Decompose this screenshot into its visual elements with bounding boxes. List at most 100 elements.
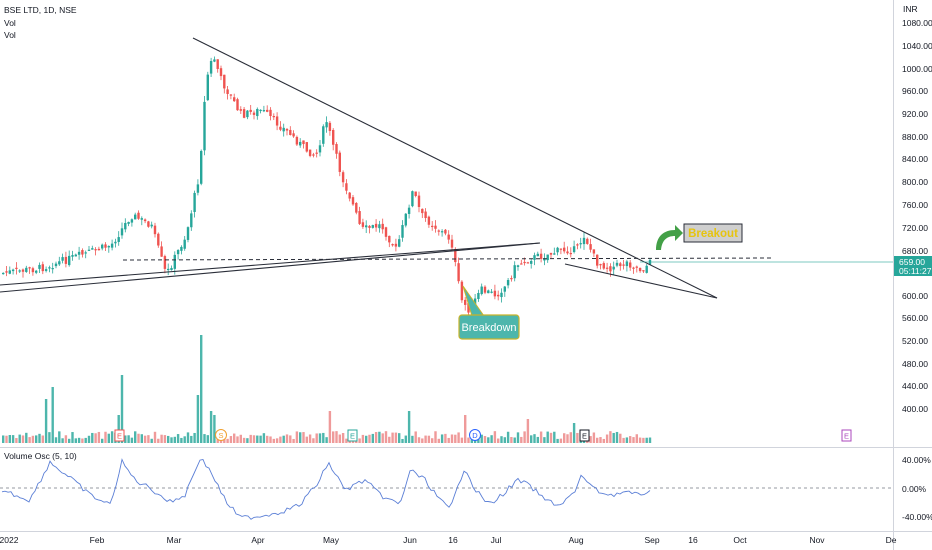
volume-bar [632,437,635,443]
volume-bar [68,438,71,443]
volume-bar [124,435,127,443]
candle-body [223,74,226,89]
volume-bar [602,438,605,443]
candle-body [262,110,266,112]
candle-body [635,266,638,268]
volume-bar [457,432,460,443]
time-tick-label: Jun [403,535,417,545]
volume-bar [51,387,54,443]
candle-body [645,265,648,273]
candle-body [454,249,457,263]
candle-body [467,303,470,313]
candle-body [391,244,394,246]
volume-bar [358,438,361,443]
volume-bar [381,433,384,443]
price-tick-label: 440.00 [902,381,928,391]
candle-body [401,225,404,238]
volume-bar [526,419,530,443]
volume-bar [559,438,563,443]
candle-body [490,291,493,293]
volume-bar [25,432,28,443]
candle-body [457,263,460,282]
candle-body [440,231,444,233]
candle-body [8,270,11,274]
dividend-event-marker[interactable]: D [469,429,481,441]
candle-body [157,233,160,246]
candle-body [358,211,361,224]
time-tick-label: Jul [491,535,502,545]
candle-body [308,149,312,156]
volume-bar [143,435,147,443]
volume-bar [460,437,464,443]
candle-body [120,228,124,236]
volume-bar [193,432,196,443]
candle-body [140,218,143,220]
candle-body [642,270,645,272]
volume-bar [196,395,200,443]
candle-body [460,281,464,301]
candle-body [150,224,153,227]
earnings-event-marker[interactable]: E [347,429,358,442]
candle-body [160,246,163,257]
volume-bar [21,435,25,443]
volume-bar [648,437,652,443]
volume-bar [84,437,87,443]
candle-body [256,108,259,117]
price-tick-label: 720.00 [902,223,928,233]
candle-body [374,223,378,228]
candle-body [559,248,563,250]
candle-body [249,109,252,112]
descending-trendline [192,37,718,299]
candle-body [31,268,35,273]
osc-tick-label: 40.00% [902,455,931,465]
volume-bar [599,437,602,443]
drawings [0,37,893,299]
volume-bar [104,431,107,443]
volume-bar [516,432,520,443]
volume-bar [246,438,249,443]
candle-body [68,255,71,266]
candle-body [117,237,120,242]
volume-bar [2,435,5,443]
candle-body [483,286,487,293]
candle-body [632,267,635,269]
earnings-event-marker[interactable]: E [114,429,125,442]
candle-body [473,298,477,305]
volume-bar [440,434,444,443]
candle-body [147,221,150,227]
price-tick-label: 480.00 [902,359,928,369]
earnings-event-marker[interactable]: E [841,429,852,442]
volume-bar [183,436,186,443]
volume-bar [497,438,500,443]
candle-body [477,292,480,299]
split-event-marker[interactable]: S [215,429,227,441]
volume-bar [252,435,256,443]
candle-body [196,184,200,193]
volume-bar [391,432,394,443]
volume-bar [365,435,368,443]
volume-bar [272,438,275,443]
volume-bar [233,433,236,443]
candle-body [566,251,569,254]
time-tick-label: De [886,535,897,545]
candle-body [516,265,520,267]
volume-bar [134,431,137,443]
candle-body [599,264,602,266]
volume-bar [450,434,454,443]
candle-body [107,246,110,248]
candle-body [163,256,167,269]
candle-body [186,227,190,240]
candle-body [497,294,500,297]
candle-body [351,197,355,205]
candle-body [576,244,579,246]
volume-bar [81,438,84,443]
volume-bar [282,435,285,443]
candle-body [434,225,437,229]
volume-bar [612,432,615,443]
volume-bar [328,411,332,443]
volume-bar [28,437,31,443]
volume-bar [200,335,203,443]
earnings-event-marker[interactable]: E [579,429,590,442]
candle-body [328,122,332,131]
